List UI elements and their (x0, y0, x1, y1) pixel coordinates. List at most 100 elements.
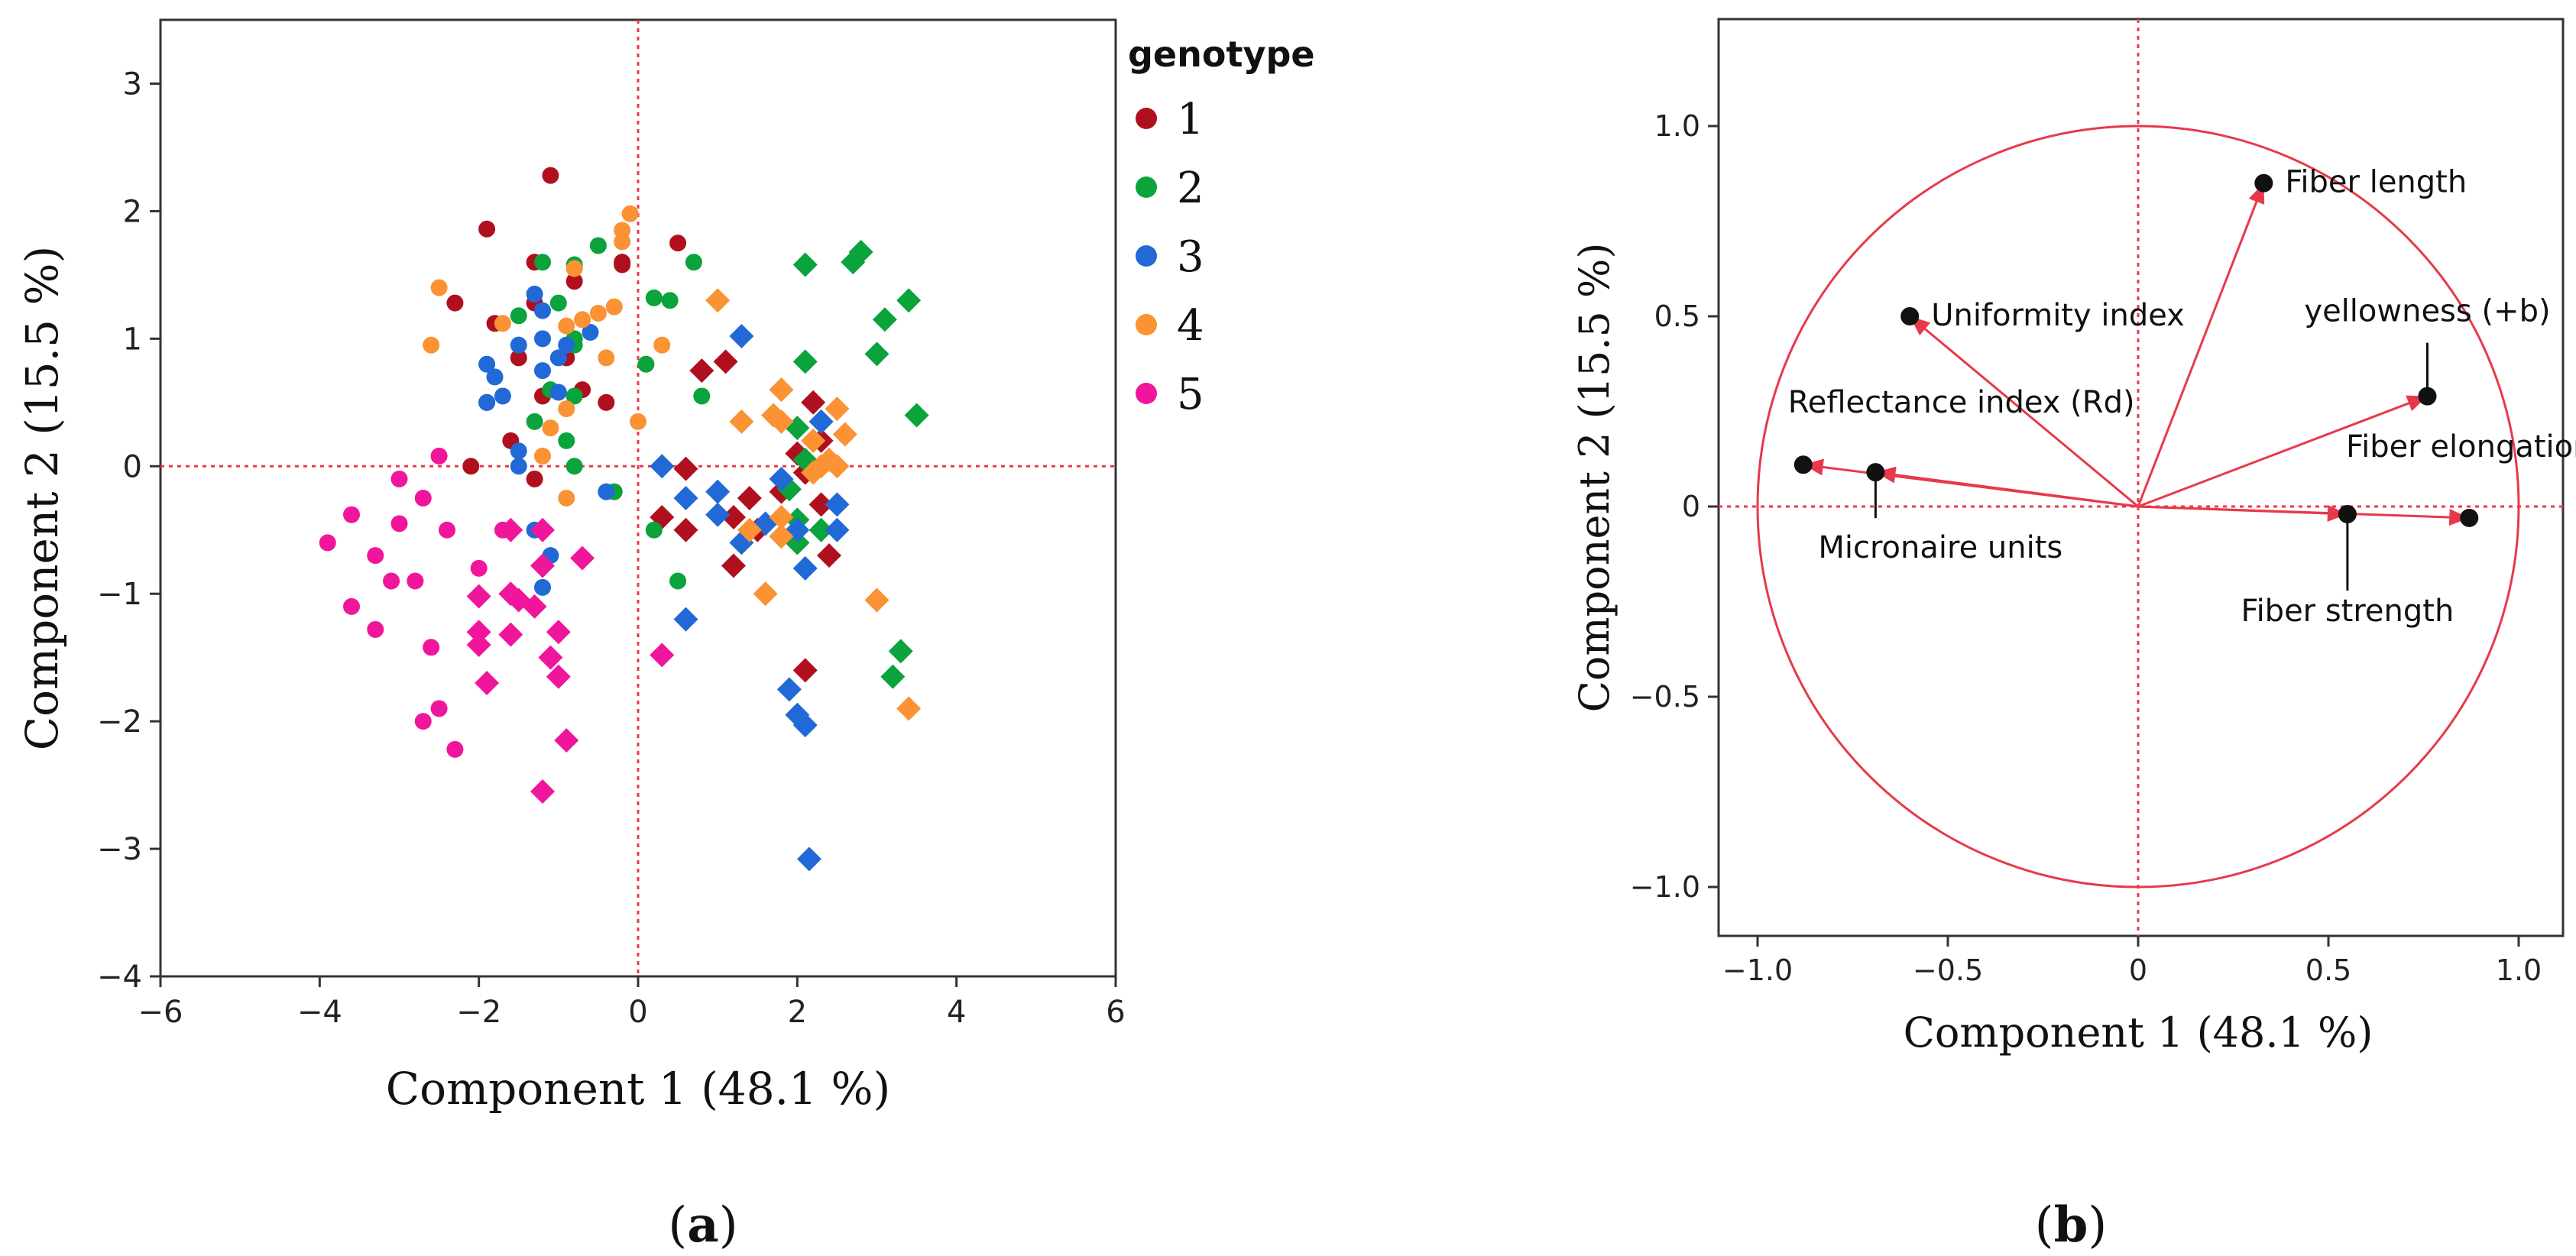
point-genotype-5-diamond (546, 620, 571, 645)
panel-b-loading-vectors: Fiber length Uniformity index yellowness (… (1788, 165, 2576, 629)
panel-a-y-tick-label: 1 (123, 322, 142, 357)
panel-a-x-axis-label: Component 1 (48.1 %) (386, 1063, 890, 1115)
point-genotype-4-diamond (801, 428, 826, 453)
point-genotype-5-circle (390, 470, 408, 487)
point-genotype-3-diamond (792, 713, 818, 738)
point-genotype-3-diamond (673, 607, 698, 632)
panel-a-points (319, 167, 929, 872)
point-genotype-1-circle (446, 294, 464, 312)
point-genotype-4-diamond (832, 422, 857, 447)
panel-b-x-tick-label: 0.5 (2305, 953, 2351, 987)
point-genotype-1-diamond (801, 390, 826, 415)
point-genotype-3-diamond (705, 479, 731, 504)
point-genotype-3-diamond (808, 409, 834, 434)
point-genotype-2-diamond (808, 517, 834, 542)
point-genotype-1-diamond (689, 358, 714, 384)
point-genotype-3-circle (526, 285, 543, 303)
point-genotype-4-circle (542, 419, 559, 437)
legend-label-genotype-1: 1 (1177, 95, 1204, 144)
point-genotype-3-diamond (650, 454, 675, 479)
panel-b-y-tick-label: −0.5 (1630, 680, 1700, 714)
legend-marker-genotype-2 (1136, 176, 1157, 198)
legend-marker-genotype-3 (1136, 245, 1157, 267)
point-genotype-4-diamond (769, 409, 794, 434)
point-genotype-2-diamond (792, 349, 818, 374)
point-genotype-5-circle (390, 515, 408, 533)
point-genotype-4-diamond (769, 377, 794, 403)
panel-b-y-tick-label: 1.0 (1654, 109, 1700, 143)
loading-label: Reflectance index (Rd) (1788, 385, 2135, 420)
point-genotype-2-diamond (880, 664, 906, 689)
point-genotype-1-diamond (817, 543, 841, 568)
panel-b-caption-letter: b (2054, 1196, 2088, 1254)
panel-a-y-ticks: −4 −3 −2 −1 0 1 2 3 (97, 66, 160, 995)
point-genotype-4-diamond (825, 397, 850, 422)
loading-vector (1909, 315, 2139, 508)
point-genotype-5-circle (367, 620, 384, 638)
point-genotype-4-circle (605, 298, 623, 316)
point-genotype-4-circle (494, 315, 511, 332)
point-genotype-3-circle (534, 362, 551, 380)
loading-vector (2137, 183, 2265, 507)
panel-b-x-axis-label: Component 1 (48.1 %) (1904, 1008, 2373, 1057)
point-genotype-5-circle (414, 713, 432, 730)
point-genotype-2-diamond (904, 403, 929, 428)
panel-a-y-tick-label: −2 (97, 704, 142, 740)
point-genotype-4-circle (598, 349, 615, 367)
panel-b-y-ticks: −1.0 −0.5 0 0.5 1.0 (1630, 109, 1719, 904)
point-genotype-2-circle (510, 307, 527, 325)
loading-point (1793, 455, 1813, 474)
legend-label-genotype-2: 2 (1177, 163, 1204, 213)
panel-b-caption: (b) (2035, 1196, 2108, 1254)
point-genotype-4-circle (558, 400, 575, 418)
point-genotype-4-circle (621, 205, 639, 222)
point-genotype-3-diamond (825, 492, 850, 517)
panel-a-x-tick-label: 4 (947, 995, 966, 1030)
point-genotype-5-diamond (570, 545, 595, 571)
legend-label-genotype-5: 5 (1177, 370, 1204, 419)
point-genotype-1-circle (462, 458, 480, 475)
point-genotype-2-circle (693, 387, 711, 405)
point-genotype-3-diamond (792, 555, 818, 581)
point-genotype-3-circle (534, 302, 551, 319)
legend-marker-genotype-5 (1136, 383, 1157, 404)
point-genotype-4-circle (565, 260, 583, 277)
point-genotype-4-diamond (737, 517, 762, 542)
panel-b-y-tick-label: 0 (1682, 490, 1700, 523)
loading-vector (2137, 505, 2348, 516)
panel-a-legend: genotype 1 2 3 4 5 (1128, 34, 1315, 419)
point-genotype-5-circle (343, 506, 360, 523)
panel-b-x-tick-label: 1.0 (2496, 953, 2542, 987)
point-genotype-3-circle (558, 336, 575, 354)
legend-marker-genotype-4 (1136, 314, 1157, 335)
point-genotype-1-diamond (673, 517, 698, 542)
point-genotype-5-circle (383, 572, 400, 590)
loading-vector (2137, 395, 2429, 508)
point-genotype-3-diamond (825, 517, 850, 542)
panel-b-loadings: Fiber length Uniformity index yellowness (… (1570, 18, 2576, 1254)
point-genotype-2-diamond (776, 477, 802, 502)
point-genotype-2-circle (589, 237, 607, 254)
point-genotype-5-diamond (466, 584, 491, 609)
point-genotype-5-circle (367, 547, 384, 565)
point-genotype-1-diamond (721, 553, 746, 578)
point-genotype-3-diamond (796, 847, 821, 872)
panel-a-x-ticks: −6 −4 −2 0 2 4 6 (138, 976, 1126, 1030)
point-genotype-3-circle (510, 442, 527, 460)
point-genotype-2-circle (549, 294, 567, 312)
point-genotype-5-diamond (466, 632, 491, 657)
point-genotype-2-diamond (848, 239, 873, 264)
loading-label: Fiber elongation (2346, 429, 2576, 465)
legend-title: genotype (1128, 34, 1315, 75)
point-genotype-1-diamond (721, 505, 746, 530)
point-genotype-5-circle (430, 447, 448, 465)
point-genotype-3-circle (598, 483, 615, 500)
point-genotype-3-circle (510, 458, 527, 475)
point-genotype-1-diamond (673, 456, 698, 481)
point-genotype-4-circle (653, 336, 671, 354)
panel-a-x-tick-label: −2 (456, 995, 501, 1030)
point-genotype-5-diamond (522, 594, 547, 619)
panel-a-x-tick-label: −4 (297, 995, 342, 1030)
point-genotype-1-circle (542, 167, 559, 184)
